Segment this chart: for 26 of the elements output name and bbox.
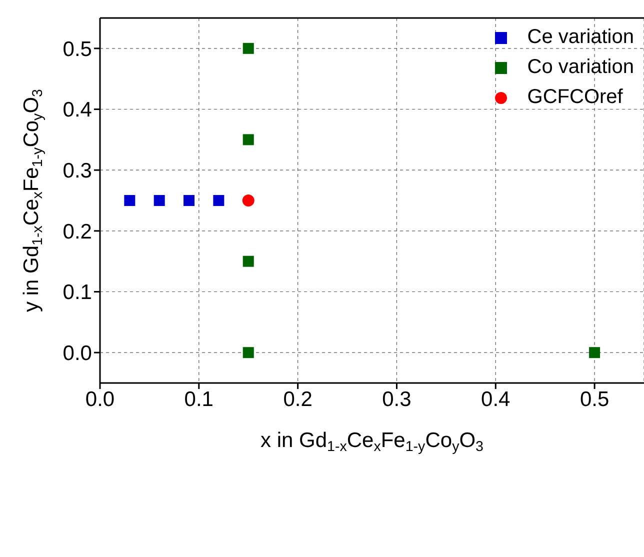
y-tick-label: 0.0: [62, 342, 92, 366]
point: [242, 256, 254, 267]
point: [154, 195, 165, 206]
x-tick-label: 0.3: [382, 388, 412, 411]
point: [213, 195, 224, 206]
point: [124, 195, 136, 206]
point: [184, 195, 195, 206]
point: [589, 347, 600, 358]
legend-label: Ce variation: [527, 26, 634, 48]
x-tick-label: 0.1: [184, 388, 214, 411]
y-tick-label: 0.5: [62, 38, 92, 61]
point: [242, 42, 254, 54]
text: x in Gd$_{1-x}$Ce$_{x}$Fe$_{1-y}$Co$_{y}$O$_{3}$: [260, 429, 484, 454]
legend-label: Co variation: [527, 56, 634, 78]
x-tick-label: 0.5: [580, 388, 610, 411]
y-tick-label: 0.4: [62, 98, 92, 122]
y-tick-label: 0.3: [62, 160, 92, 183]
y-tick-label: 0.1: [62, 281, 92, 304]
legend-label: GCFCOref: [527, 86, 623, 108]
point: [242, 347, 254, 358]
x-tick-label: 0.0: [85, 388, 115, 411]
x-tick-label: 0.4: [481, 388, 511, 411]
point: [242, 134, 254, 146]
y-tick-label: 0.2: [62, 220, 92, 244]
point: [242, 194, 254, 206]
x-tick-label: 0.2: [283, 388, 312, 411]
